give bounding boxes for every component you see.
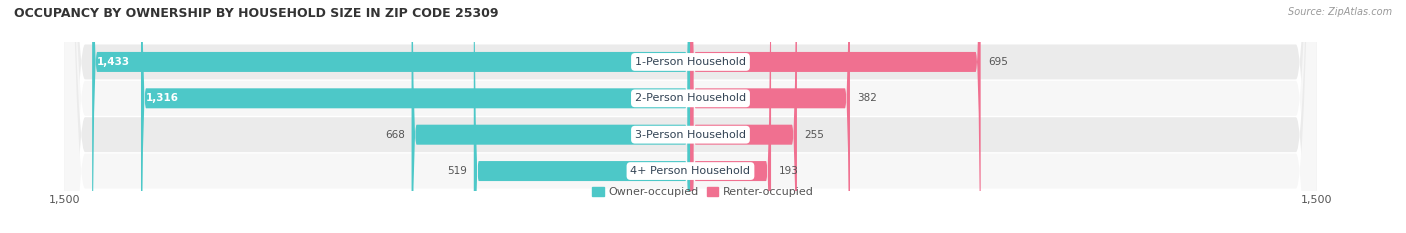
FancyBboxPatch shape [65,0,1317,233]
FancyBboxPatch shape [65,0,1317,233]
FancyBboxPatch shape [65,0,1317,233]
FancyBboxPatch shape [412,0,690,233]
Text: 2-Person Household: 2-Person Household [636,93,747,103]
Text: 668: 668 [385,130,405,140]
Text: Source: ZipAtlas.com: Source: ZipAtlas.com [1288,7,1392,17]
FancyBboxPatch shape [690,0,851,233]
Text: 1,433: 1,433 [97,57,131,67]
Text: 382: 382 [858,93,877,103]
Text: 255: 255 [804,130,824,140]
Text: 4+ Person Household: 4+ Person Household [630,166,751,176]
Text: 3-Person Household: 3-Person Household [636,130,747,140]
Text: 1,316: 1,316 [146,93,179,103]
FancyBboxPatch shape [474,0,690,233]
FancyBboxPatch shape [65,0,1317,233]
FancyBboxPatch shape [690,0,797,233]
Legend: Owner-occupied, Renter-occupied: Owner-occupied, Renter-occupied [592,187,814,197]
Text: 193: 193 [779,166,799,176]
Text: 1-Person Household: 1-Person Household [636,57,747,67]
FancyBboxPatch shape [690,0,770,233]
Text: OCCUPANCY BY OWNERSHIP BY HOUSEHOLD SIZE IN ZIP CODE 25309: OCCUPANCY BY OWNERSHIP BY HOUSEHOLD SIZE… [14,7,499,20]
FancyBboxPatch shape [690,0,980,233]
FancyBboxPatch shape [93,0,690,233]
FancyBboxPatch shape [141,0,690,233]
Text: 519: 519 [447,166,468,176]
Text: 695: 695 [988,57,1008,67]
